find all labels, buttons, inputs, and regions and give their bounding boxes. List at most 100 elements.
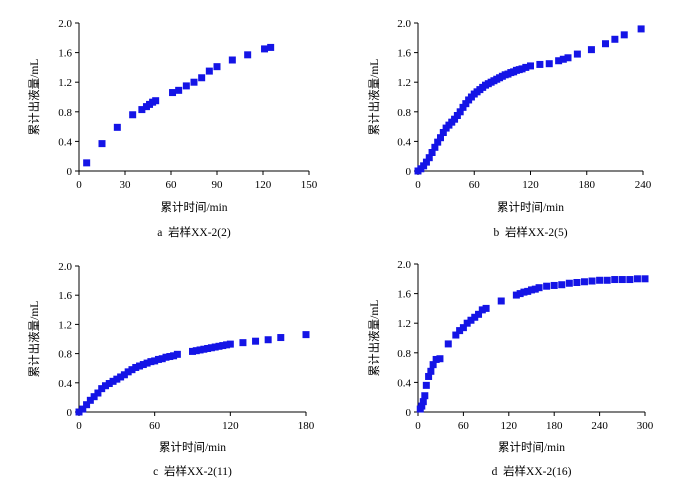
data-point [427, 367, 435, 375]
data-point [431, 143, 439, 151]
data-point [192, 347, 200, 355]
data-point [143, 359, 151, 367]
x-tick-label: 120 [255, 179, 272, 191]
data-point [190, 78, 198, 86]
x-tick-label: 240 [591, 420, 608, 432]
panel-caption: d 岩样XX-2(16) [492, 464, 572, 478]
data-point [239, 339, 247, 347]
data-point [436, 355, 444, 363]
data-point [83, 401, 91, 409]
y-axis-title: 累计出液量/mL [27, 59, 41, 136]
data-point [550, 281, 558, 289]
data-point [215, 342, 223, 350]
data-point [558, 281, 566, 289]
data-point [136, 362, 144, 370]
data-point [611, 35, 619, 43]
y-tick-label: 2.0 [58, 18, 72, 30]
x-axis-title: 累计时间/min [159, 441, 226, 454]
data-point [166, 353, 174, 361]
y-tick-label: 0 [67, 166, 73, 178]
data-point [147, 358, 155, 366]
data-point [277, 334, 285, 342]
y-tick-label: 1.6 [397, 48, 411, 60]
x-tick-label: 0 [76, 179, 82, 191]
data-point [198, 74, 206, 82]
data-point [531, 285, 539, 293]
data-point [637, 25, 645, 33]
y-axis-title: 累计出液量/mL [367, 300, 381, 377]
data-point [437, 134, 444, 142]
y-tick-label: 0.4 [397, 377, 411, 389]
y-tick-label: 1.2 [397, 77, 411, 89]
data-point [618, 276, 626, 284]
y-tick-label: 1.2 [397, 318, 411, 330]
data-point [200, 345, 208, 353]
x-tick-label: 180 [298, 420, 315, 432]
x-tick-label: 120 [222, 420, 239, 432]
data-point [226, 340, 234, 348]
data-point [456, 108, 464, 116]
y-tick-label: 0.4 [58, 136, 72, 148]
data-point [244, 51, 252, 59]
data-point [228, 56, 236, 64]
data-point [75, 408, 83, 416]
data-point [175, 86, 183, 94]
data-point [83, 159, 91, 167]
data-point [482, 304, 490, 312]
y-tick-label: 0.4 [397, 136, 411, 148]
data-point [98, 140, 106, 148]
data-point [497, 297, 505, 305]
data-point [113, 375, 121, 383]
y-axis-title: 累计出液量/mL [367, 59, 381, 136]
data-point [204, 344, 212, 352]
data-point [588, 277, 596, 285]
data-point [196, 346, 204, 354]
data-point [528, 286, 535, 294]
data-point [302, 331, 310, 339]
data-point [105, 380, 113, 388]
x-tick-label: 150 [301, 179, 318, 191]
data-point [422, 381, 430, 389]
y-tick-label: 1.6 [397, 289, 411, 301]
chart-panel-c: 0 0.4 0.8 1.2 1.6 2.0 0 60 120 180 累计出液量/mL 累计时间/mi… [27, 261, 315, 478]
x-tick-label: 120 [501, 420, 518, 432]
data-point [516, 290, 524, 298]
y-tick-label: 2.0 [58, 261, 72, 273]
data-point [139, 361, 147, 369]
chart-panel-d: 0 0.4 0.8 1.2 1.6 2.0 0 60 120 180 240 300 累计出液量/mL 累… [367, 259, 654, 478]
data-point [420, 162, 428, 170]
data-point [559, 55, 567, 63]
data-point [611, 276, 619, 284]
data-point [434, 138, 442, 146]
y-tick-label: 1.2 [58, 77, 72, 89]
data-point [261, 45, 269, 53]
panel-caption: a 岩样XX-2(2) [157, 225, 231, 239]
data-point [418, 402, 426, 410]
data-point [120, 371, 128, 379]
data-point [518, 65, 526, 73]
data-point [587, 46, 595, 54]
data-point [444, 340, 452, 348]
data-point [573, 50, 581, 58]
data-point [527, 62, 534, 70]
data-point [422, 158, 430, 166]
data-point [536, 60, 544, 68]
x-tick-label: 120 [522, 179, 539, 191]
data-point [565, 279, 573, 287]
data-point [459, 324, 467, 332]
data-point [419, 398, 427, 406]
y-tick-label: 0.8 [58, 107, 72, 119]
y-tick-label: 0.4 [58, 378, 72, 390]
data-point [429, 361, 437, 369]
data-point [154, 355, 162, 363]
x-axis-title: 累计时间/min [498, 441, 565, 454]
x-tick-label: 60 [166, 179, 178, 191]
data-point [207, 344, 215, 352]
data-point [132, 363, 140, 371]
data-point [169, 89, 177, 97]
data-point [478, 306, 486, 314]
data-point [620, 31, 628, 39]
x-tick-label: 240 [635, 179, 652, 191]
data-point [129, 111, 137, 119]
data-point [475, 310, 483, 318]
